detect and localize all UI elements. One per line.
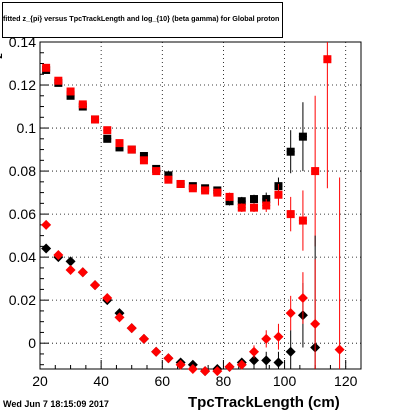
data-point-square — [213, 188, 222, 197]
data-point-diamond — [53, 249, 64, 260]
data-point-square — [42, 63, 51, 72]
data-point-diamond — [65, 265, 76, 276]
data-point-diamond — [261, 355, 272, 366]
title-box: fitted z_{pi} versus TpcTrackLength and … — [2, 2, 283, 38]
data-point-square — [91, 115, 100, 124]
data-point-square — [274, 190, 283, 199]
data-point-square — [250, 203, 258, 212]
chart-grid — [39, 41, 361, 369]
data-point-diamond — [236, 359, 247, 370]
x-axis-label: TpcTrackLength (cm) — [188, 394, 340, 411]
data-point-diamond — [114, 312, 125, 323]
data-point-square — [164, 171, 173, 180]
data-point-square — [201, 186, 210, 195]
data-point-diamond — [200, 366, 211, 377]
x-tick-label: 40 — [93, 373, 109, 389]
chart-title: fitted z_{pi} versus TpcTrackLength and … — [3, 14, 280, 23]
data-point-diamond — [41, 219, 52, 230]
y-tick-label: 0.1 — [17, 120, 37, 136]
plot-frame — [39, 41, 362, 370]
data-point-diamond — [65, 256, 76, 267]
y-tick-label: 0.04 — [9, 249, 36, 265]
y-tick-label: 0 — [28, 335, 36, 351]
y-tick-label: 0.06 — [9, 206, 36, 222]
data-point-square — [103, 126, 112, 135]
data-point-square — [127, 145, 136, 154]
data-point-diamond — [187, 364, 198, 374]
data-point-square — [298, 216, 307, 225]
data-point-square — [78, 100, 87, 109]
data-point-square — [237, 197, 246, 206]
data-point-diamond — [249, 355, 259, 366]
x-tick-label: 20 — [32, 373, 48, 389]
data-point-square — [188, 184, 197, 193]
data-point-square — [66, 91, 75, 100]
data-point-diamond — [126, 323, 137, 334]
data-point-diamond — [151, 346, 162, 357]
data-point-diamond — [273, 331, 284, 342]
data-marks — [41, 42, 345, 377]
data-point-diamond — [261, 333, 272, 344]
x-tick-label: 80 — [216, 373, 232, 389]
data-point-square — [66, 87, 75, 96]
data-point-diamond — [224, 361, 235, 372]
data-point-square — [225, 192, 234, 201]
data-point-square — [323, 55, 332, 64]
data-point-diamond — [77, 267, 88, 278]
data-point-square — [311, 167, 320, 176]
data-point-square — [139, 152, 148, 161]
data-point-square — [286, 147, 295, 156]
data-point-square — [152, 167, 161, 176]
data-point-diamond — [310, 318, 321, 329]
y-tick-label: 0.12 — [9, 77, 36, 93]
x-tick-label: 60 — [154, 373, 170, 389]
data-point-diamond — [41, 243, 52, 254]
y-axis-label: z — [0, 53, 5, 59]
data-point-square — [237, 203, 246, 212]
data-point-diamond — [249, 346, 259, 357]
x-tick-label: 120 — [334, 373, 358, 389]
data-point-square — [115, 139, 124, 148]
data-point-diamond — [334, 344, 345, 355]
timestamp-footer: Wed Jun 7 18:15:09 2017 — [3, 399, 109, 409]
data-point-diamond — [285, 308, 296, 319]
data-point-square — [298, 132, 307, 141]
data-point-square — [176, 179, 185, 188]
data-point-diamond — [212, 366, 223, 377]
axis-ticks: 20 40 60 80 100 120 0 0.02 0.04 0.06 0.08 0.1 0.12 0.… — [9, 34, 362, 389]
data-point-square — [103, 134, 112, 143]
data-point-square — [164, 175, 173, 184]
y-tick-label: 0.02 — [9, 292, 36, 308]
data-point-diamond — [138, 333, 149, 344]
y-tick-label: 0.14 — [9, 34, 36, 50]
data-point-square — [250, 195, 258, 204]
data-point-diamond — [90, 280, 101, 291]
data-point-square — [115, 143, 124, 152]
data-point-square — [262, 201, 271, 210]
data-point-square — [54, 76, 63, 85]
data-point-diamond — [175, 359, 186, 370]
y-tick-label: 0.08 — [9, 163, 36, 179]
data-point-diamond — [163, 353, 174, 364]
data-point-square — [286, 210, 295, 219]
data-point-diamond — [285, 346, 296, 357]
x-tick-label: 100 — [273, 373, 297, 389]
data-point-diamond — [273, 357, 284, 368]
data-point-diamond — [102, 293, 113, 304]
data-point-square — [139, 156, 148, 165]
data-point-diamond — [297, 293, 308, 304]
